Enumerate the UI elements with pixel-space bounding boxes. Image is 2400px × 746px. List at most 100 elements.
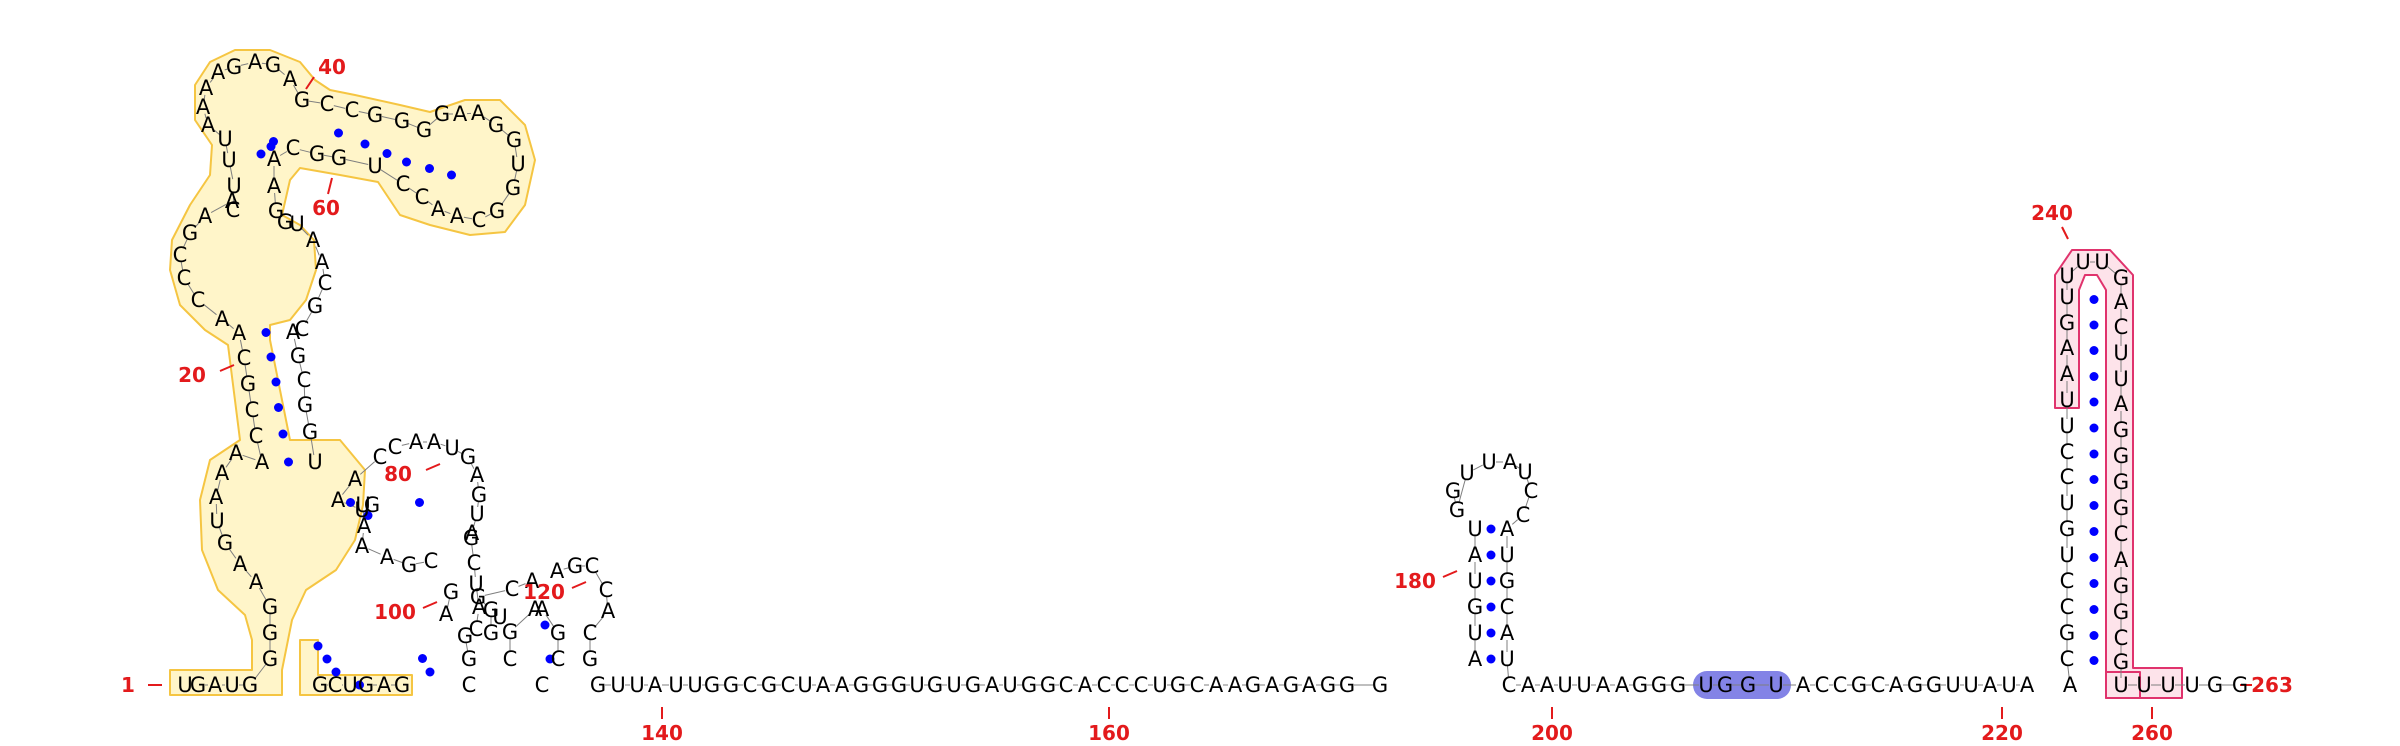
backbone-link xyxy=(362,532,364,540)
nucleotide: G xyxy=(1740,673,1756,697)
position-tick xyxy=(219,364,235,372)
backbone-link xyxy=(457,450,463,455)
nucleotide: U xyxy=(2059,264,2074,288)
base-pair-dot xyxy=(1486,654,1496,664)
nucleotide: A xyxy=(1302,673,1317,697)
backbone-link xyxy=(253,664,267,680)
nucleotide: U xyxy=(469,502,484,526)
nucleotide: A xyxy=(1521,673,1536,697)
base-pair-dot xyxy=(360,139,370,149)
nucleotide: G xyxy=(307,294,323,318)
nucleotide: G xyxy=(927,673,943,697)
nucleotide: C xyxy=(295,317,310,341)
base-pair-dot xyxy=(363,511,373,520)
nucleotide: G xyxy=(2059,311,2075,335)
nucleotide: A xyxy=(453,102,468,126)
nucleotide: G xyxy=(872,673,888,697)
nucleotide: G xyxy=(1021,673,1037,697)
position-label: 180 xyxy=(1394,569,1436,593)
nucleotide: U xyxy=(492,605,507,629)
nucleotide: A xyxy=(1596,673,1611,697)
nucleotide: C xyxy=(1190,673,1205,697)
base-pair-dot xyxy=(274,403,283,412)
position-tick xyxy=(2061,226,2069,240)
backbone-links xyxy=(180,62,2233,686)
backbone-link xyxy=(476,613,479,623)
base-pair-dot xyxy=(269,137,278,146)
nucleotide: C xyxy=(373,445,388,469)
backbone-link xyxy=(440,443,446,447)
nucleotide: C xyxy=(415,185,430,209)
position-label: 1 xyxy=(121,673,135,697)
nucleotide: C xyxy=(388,435,403,459)
nucleotide: C xyxy=(2060,465,2075,489)
nucleotide: G xyxy=(2113,418,2129,442)
nucleotide: A xyxy=(232,321,247,345)
nucleotide: C xyxy=(2060,647,2075,671)
nucleotide: A xyxy=(1889,673,1904,697)
nucleotide: G xyxy=(590,673,606,697)
backbone-link xyxy=(513,170,518,182)
position-tick xyxy=(422,601,438,609)
nucleotide: G xyxy=(506,128,522,152)
nucleotide: C xyxy=(503,647,518,671)
position-label: 20 xyxy=(178,363,206,387)
nucleotide: U xyxy=(444,436,459,460)
backbone-link xyxy=(194,220,201,229)
position-tick xyxy=(571,581,587,589)
nucleotide: G xyxy=(2113,444,2129,468)
nucleotide: G xyxy=(434,102,450,126)
nucleotide: G xyxy=(217,531,233,555)
base-pair-dot xyxy=(1486,602,1496,612)
nucleotide: G xyxy=(190,673,206,697)
nucleotide: G xyxy=(2113,650,2129,674)
nucleotide: G xyxy=(853,673,869,697)
nucleotide: A xyxy=(472,595,487,619)
nucleotide: G xyxy=(1320,673,1336,697)
backbone-link xyxy=(225,458,233,468)
nucleotide: G xyxy=(2113,266,2129,290)
backbone-link xyxy=(470,463,475,469)
backbone-link xyxy=(484,590,506,596)
nucleotide: A xyxy=(199,76,214,100)
nucleotide: A xyxy=(1500,621,1515,645)
base-pair-dot xyxy=(2089,501,2099,510)
nucleotide: G xyxy=(567,554,583,578)
nucleotide: A xyxy=(1265,673,1280,697)
nucleotide: A xyxy=(377,673,392,697)
nucleotide: A xyxy=(470,463,485,487)
base-pair-dot xyxy=(545,654,555,664)
nucleotide: C xyxy=(472,208,487,232)
backbone-link xyxy=(345,159,369,165)
backbone-link xyxy=(301,228,309,236)
backbone-link xyxy=(203,303,217,316)
nucleotide: U xyxy=(610,673,625,697)
base-pair-dot xyxy=(271,377,281,387)
base-pair-dot xyxy=(2089,372,2099,381)
base-pair-dot xyxy=(382,149,392,158)
nucleotide: A xyxy=(233,552,248,576)
backbone-link xyxy=(274,192,276,205)
nucleotide: U xyxy=(1768,673,1783,697)
backbone-link xyxy=(465,642,469,653)
nucleotide: G xyxy=(2207,673,2223,697)
base-pair-dot xyxy=(2089,346,2099,355)
nucleotide: C xyxy=(583,621,598,645)
nucleotide: G xyxy=(471,483,487,507)
nucleotide: U xyxy=(2113,341,2128,365)
nucleotide: G xyxy=(761,673,777,697)
nucleotide: U xyxy=(1467,621,1482,645)
backbone-link xyxy=(477,481,479,489)
nucleotide: G xyxy=(460,445,476,469)
nucleotide: C xyxy=(467,551,482,575)
nucleotide: G xyxy=(1670,673,1686,697)
nucleotide: U xyxy=(355,493,370,517)
nucleotide: G xyxy=(483,621,499,645)
nucleotide: C xyxy=(2060,440,2075,464)
base-pair-dot xyxy=(2089,397,2099,407)
nucleotide: A xyxy=(306,228,321,252)
backbone-link xyxy=(203,94,206,101)
nucleotide: A xyxy=(1540,673,1555,697)
nucleotide: G xyxy=(331,146,347,170)
nucleotide: C xyxy=(1833,673,1848,697)
